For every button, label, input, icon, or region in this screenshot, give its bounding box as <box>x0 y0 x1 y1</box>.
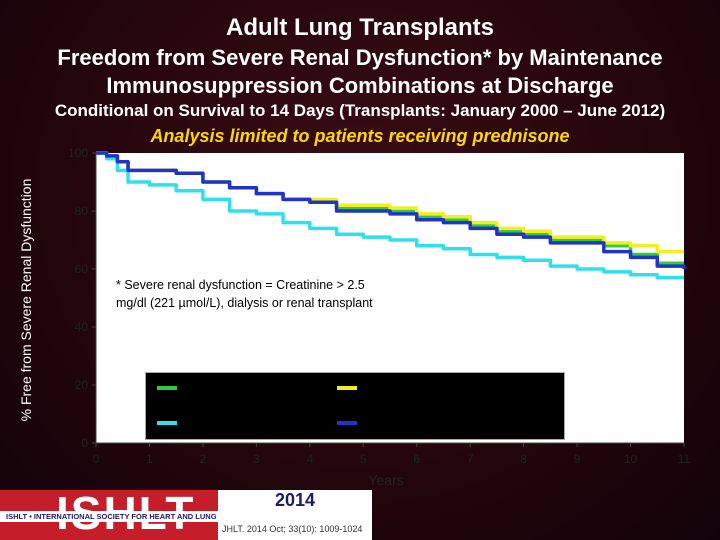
series-line-3 <box>96 151 686 269</box>
significance-line-1: All pair-wise comparisons with CyA + MMF… <box>104 330 561 344</box>
y-axis-label: % Free from Severe Renal Dysfunction <box>18 178 34 422</box>
legend <box>145 372 565 440</box>
legend-swatch-blue <box>337 421 357 425</box>
y-tick-label: 80 <box>75 204 89 218</box>
y-tick-label: 100 <box>68 146 88 160</box>
citation: JHLT. 2014 Oct; 33(10): 1009-1024 <box>222 524 363 534</box>
report-year: 2014 <box>274 490 316 510</box>
ishlt-tagline: ISHLT • INTERNATIONAL SOCIETY FOR HEART … <box>0 511 372 522</box>
x-tick-label: 7 <box>467 452 474 466</box>
x-tick-label: 6 <box>413 452 420 466</box>
significance-line-2: No other pair-wise comparisons were sign… <box>104 346 461 360</box>
chart-condition: Conditional on Survival to 14 Days (Tran… <box>54 101 666 120</box>
y-tick-label: 0 <box>81 436 88 450</box>
series-line-2 <box>96 151 684 280</box>
chart-subtitle: Freedom from Severe Renal Dysfunction* b… <box>57 45 663 98</box>
x-tick-label: 10 <box>624 452 638 466</box>
x-tick-label: 3 <box>253 452 260 466</box>
year-box: 2014 JHLT. 2014 Oct; 33(10): 1009-1024 <box>218 490 372 540</box>
x-tick-label: 9 <box>574 452 581 466</box>
legend-swatch-yellow <box>337 386 357 390</box>
footnote-box: * Severe renal dysfunction = Creatinine … <box>107 275 437 317</box>
y-tick-label: 20 <box>75 378 89 392</box>
y-tick-label: 40 <box>75 320 89 334</box>
x-tick-label: 2 <box>200 452 207 466</box>
x-tick-label: 5 <box>360 452 367 466</box>
footnote-line-1: * Severe renal dysfunction = Creatinine … <box>116 278 365 292</box>
x-axis-label: Years <box>368 472 403 488</box>
chart-title: Adult Lung Transplants <box>226 14 494 41</box>
legend-swatch-green <box>157 386 177 390</box>
x-tick-label: 8 <box>520 452 527 466</box>
x-tick-label: 0 <box>93 452 100 466</box>
x-tick-label: 1 <box>146 452 153 466</box>
x-tick-label: 4 <box>306 452 313 466</box>
legend-swatch-cyan <box>157 421 177 425</box>
footnote-line-2: mg/dl (221 µmol/L), dialysis or renal tr… <box>116 296 373 310</box>
significance-note: All pair-wise comparisons with CyA + MMF… <box>104 329 664 361</box>
analysis-note: Analysis limited to patients receiving p… <box>150 126 570 146</box>
x-tick-label: 11 <box>678 452 691 466</box>
y-tick-label: 60 <box>75 262 89 276</box>
